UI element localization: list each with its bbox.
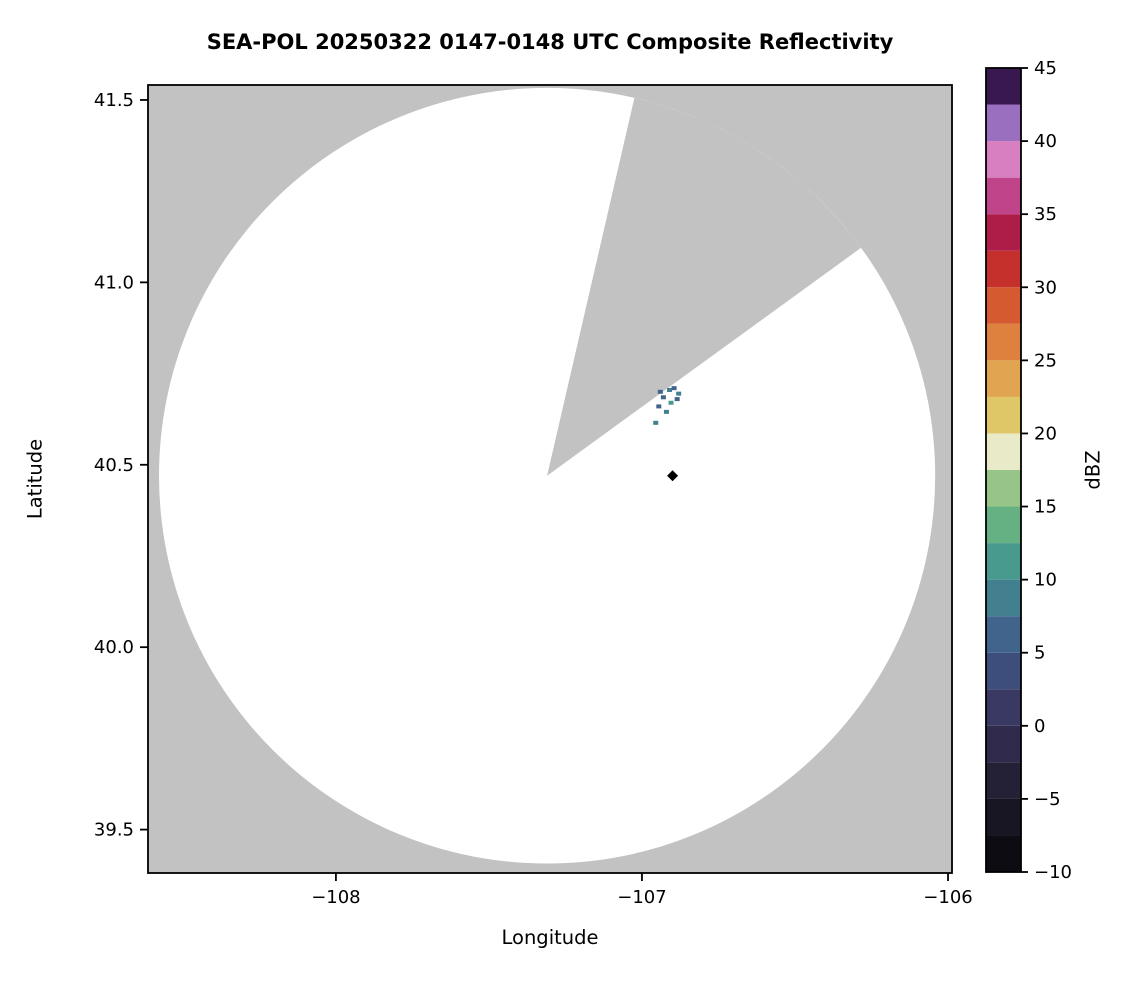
echo-pixel	[656, 404, 662, 409]
colorbar-band	[986, 543, 1021, 580]
colorbar-tick-label: 0	[1034, 716, 1045, 737]
colorbar-tick-label: 35	[1034, 204, 1057, 225]
colorbar-band	[986, 68, 1021, 105]
y-tick-label: 40.5	[94, 455, 134, 476]
y-tick-label: 40.0	[94, 637, 134, 658]
x-tick-label: −106	[923, 887, 972, 908]
colorbar-band	[986, 433, 1021, 470]
colorbar-band	[986, 798, 1021, 836]
colorbar-band	[986, 177, 1021, 215]
colorbar-tick-label: 5	[1034, 643, 1045, 664]
echo-pixel	[657, 389, 663, 394]
colorbar-band	[986, 360, 1021, 397]
colorbar-tick-label: 40	[1034, 131, 1057, 152]
echo-pixel	[671, 386, 677, 391]
colorbar-band	[986, 287, 1021, 324]
colorbar-band	[986, 579, 1021, 617]
echo-pixel	[674, 397, 680, 402]
colorbar-tick-label: 30	[1034, 277, 1057, 298]
blocked-sector-wedge	[547, 97, 862, 476]
y-tick-label: 41.0	[94, 272, 134, 293]
colorbar-tick-label: 20	[1034, 423, 1057, 444]
colorbar-band	[986, 835, 1021, 872]
x-axis-label: Longitude	[501, 926, 599, 949]
colorbar-band	[986, 506, 1021, 544]
x-tick-label: −108	[311, 887, 360, 908]
echo-pixel	[668, 400, 674, 405]
colorbar-band	[986, 725, 1021, 763]
colorbar-band	[986, 470, 1021, 507]
chart-title: SEA-POL 20250322 0147-0148 UTC Composite…	[206, 30, 894, 54]
colorbar-tick-label: 10	[1034, 570, 1057, 591]
colorbar-band	[986, 616, 1021, 653]
echo-pixel	[660, 395, 666, 400]
echo-pixel	[667, 387, 673, 392]
colorbar-band	[986, 323, 1021, 361]
colorbar-tick-label: −5	[1034, 789, 1061, 810]
colorbar-band	[986, 762, 1021, 799]
x-tick-label: −107	[617, 887, 666, 908]
colorbar-band	[986, 104, 1021, 142]
colorbar-tick-label: −10	[1034, 862, 1072, 883]
plot-border	[147, 84, 953, 874]
colorbar-band	[986, 214, 1021, 251]
colorbar-band	[986, 689, 1021, 726]
echo-pixel	[676, 391, 682, 396]
y-tick-label: 39.5	[94, 820, 134, 841]
site-marker-diamond	[667, 470, 679, 482]
echo-pixel	[653, 420, 659, 425]
colorbar-tick-label: 25	[1034, 350, 1057, 371]
colorbar-band	[986, 141, 1021, 178]
colorbar-band	[986, 652, 1021, 690]
colorbar-band	[986, 250, 1021, 288]
colorbar-tick-label: 15	[1034, 497, 1057, 518]
y-tick-label: 41.5	[94, 90, 134, 111]
colorbar-border	[985, 67, 1022, 873]
echo-pixel	[663, 409, 669, 414]
colorbar-band	[986, 396, 1021, 434]
colorbar-tick-label: 45	[1034, 58, 1057, 79]
